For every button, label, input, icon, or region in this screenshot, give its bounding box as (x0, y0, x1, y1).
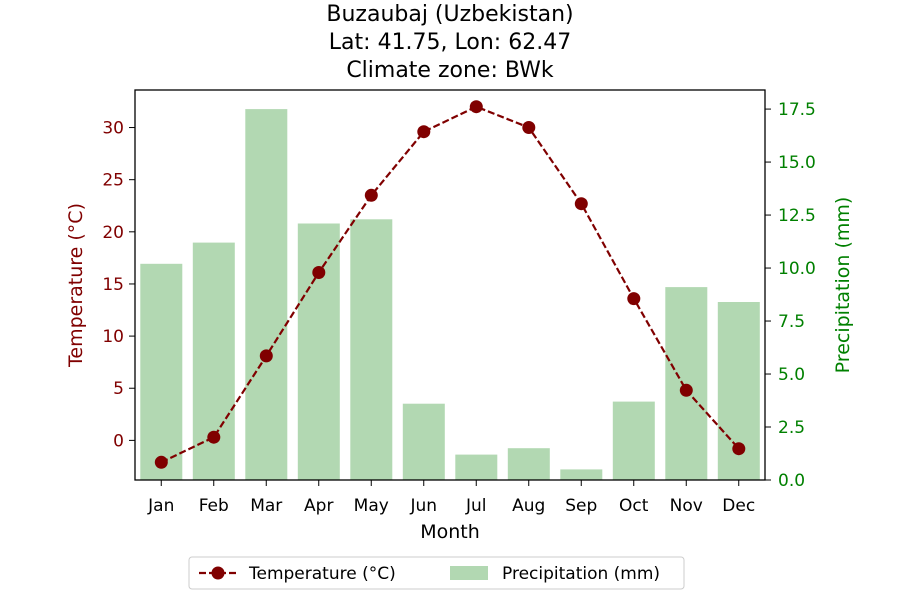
temperature-line (160, 105, 740, 464)
month-tick-label: Apr (304, 496, 333, 516)
precip-bar-mar (245, 109, 288, 480)
temp-point-apr (312, 266, 326, 279)
temp-point-may (364, 188, 378, 202)
temperature-axis-label: Temperature (°C) (65, 203, 87, 368)
month-tick-label: Dec (722, 496, 755, 516)
month-tick-label: Feb (199, 496, 229, 516)
month-tick-label: Jun (409, 496, 437, 516)
legend-precipitation-label: Precipitation (mm) (502, 564, 660, 584)
precip-tick-label: 0.0 (778, 471, 805, 491)
precip-tick-label: 12.5 (778, 206, 816, 226)
temp-point-sep (574, 197, 588, 211)
precip-bar-apr (297, 223, 340, 480)
precip-bar-jul (455, 454, 498, 480)
chart-title-line-3: Climate zone: BWk (346, 58, 554, 83)
temp-point-aug (522, 121, 536, 134)
temp-point-mar (259, 349, 273, 363)
month-tick-label: Sep (565, 496, 597, 516)
precip-bar-jun (402, 403, 445, 480)
precip-bar-nov (665, 287, 708, 480)
precip-bar-aug (507, 448, 550, 480)
temp-tick-label: 5 (113, 379, 124, 399)
precip-tick-label: 17.5 (778, 100, 816, 120)
month-tick-label: Jan (147, 496, 174, 516)
temp-tick-label: 30 (102, 119, 124, 139)
precipitation-axis-ticks: 0.0 2.5 5.0 7.5 10.0 12.5 15.0 17.5 (765, 100, 816, 491)
temperature-axis-ticks: 0 5 10 15 20 25 30 (102, 119, 135, 451)
chart-title-line-2: Lat: 41.75, Lon: 62.47 (329, 30, 571, 55)
precip-bar-sep (560, 469, 603, 480)
precip-bar-jan (140, 263, 183, 480)
precip-tick-label: 10.0 (778, 259, 816, 279)
precip-tick-label: 2.5 (778, 418, 805, 438)
temp-tick-label: 20 (102, 223, 124, 243)
temp-tick-label: 0 (113, 431, 124, 451)
temp-point-jun (417, 125, 431, 139)
precip-bar-oct (612, 401, 655, 480)
month-tick-label: Mar (250, 496, 282, 516)
month-axis-ticks: Jan Feb Mar Apr May Jun Jul Aug Sep Oct Nov Dec (147, 480, 755, 516)
month-tick-label: Oct (619, 496, 649, 516)
temp-point-feb (207, 430, 221, 444)
temp-point-nov (679, 383, 693, 397)
temp-point-jul (469, 100, 483, 114)
precip-bar-may (350, 219, 393, 481)
month-tick-label: Jul (465, 496, 487, 516)
legend-frame (188, 556, 685, 590)
plot-frame (134, 89, 766, 481)
temp-point-oct (627, 292, 641, 306)
legend-temperature-label: Temperature (°C) (248, 564, 396, 584)
legend: Temperature (°C) Precipitation (mm) (188, 556, 685, 590)
legend-temperature-marker (211, 566, 225, 580)
month-tick-label: Nov (670, 496, 703, 516)
precip-tick-label: 15.0 (778, 153, 816, 173)
temp-tick-label: 25 (102, 171, 124, 191)
temp-tick-label: 15 (102, 275, 124, 295)
month-tick-label: Aug (512, 496, 545, 516)
legend-precipitation-swatch (450, 566, 488, 580)
month-tick-label: May (354, 496, 389, 516)
x-axis-label: Month (420, 521, 480, 543)
chart-title-line-1: Buzaubaj (Uzbekistan) (326, 2, 573, 27)
precipitation-axis-label: Precipitation (mm) (832, 197, 854, 374)
temp-tick-label: 10 (102, 327, 124, 347)
precip-tick-label: 7.5 (778, 312, 805, 332)
temp-point-dec (732, 442, 746, 456)
precipitation-bars (140, 109, 760, 481)
precip-tick-label: 5.0 (778, 365, 805, 385)
temperature-series (154, 100, 746, 469)
temp-point-jan (154, 455, 168, 469)
